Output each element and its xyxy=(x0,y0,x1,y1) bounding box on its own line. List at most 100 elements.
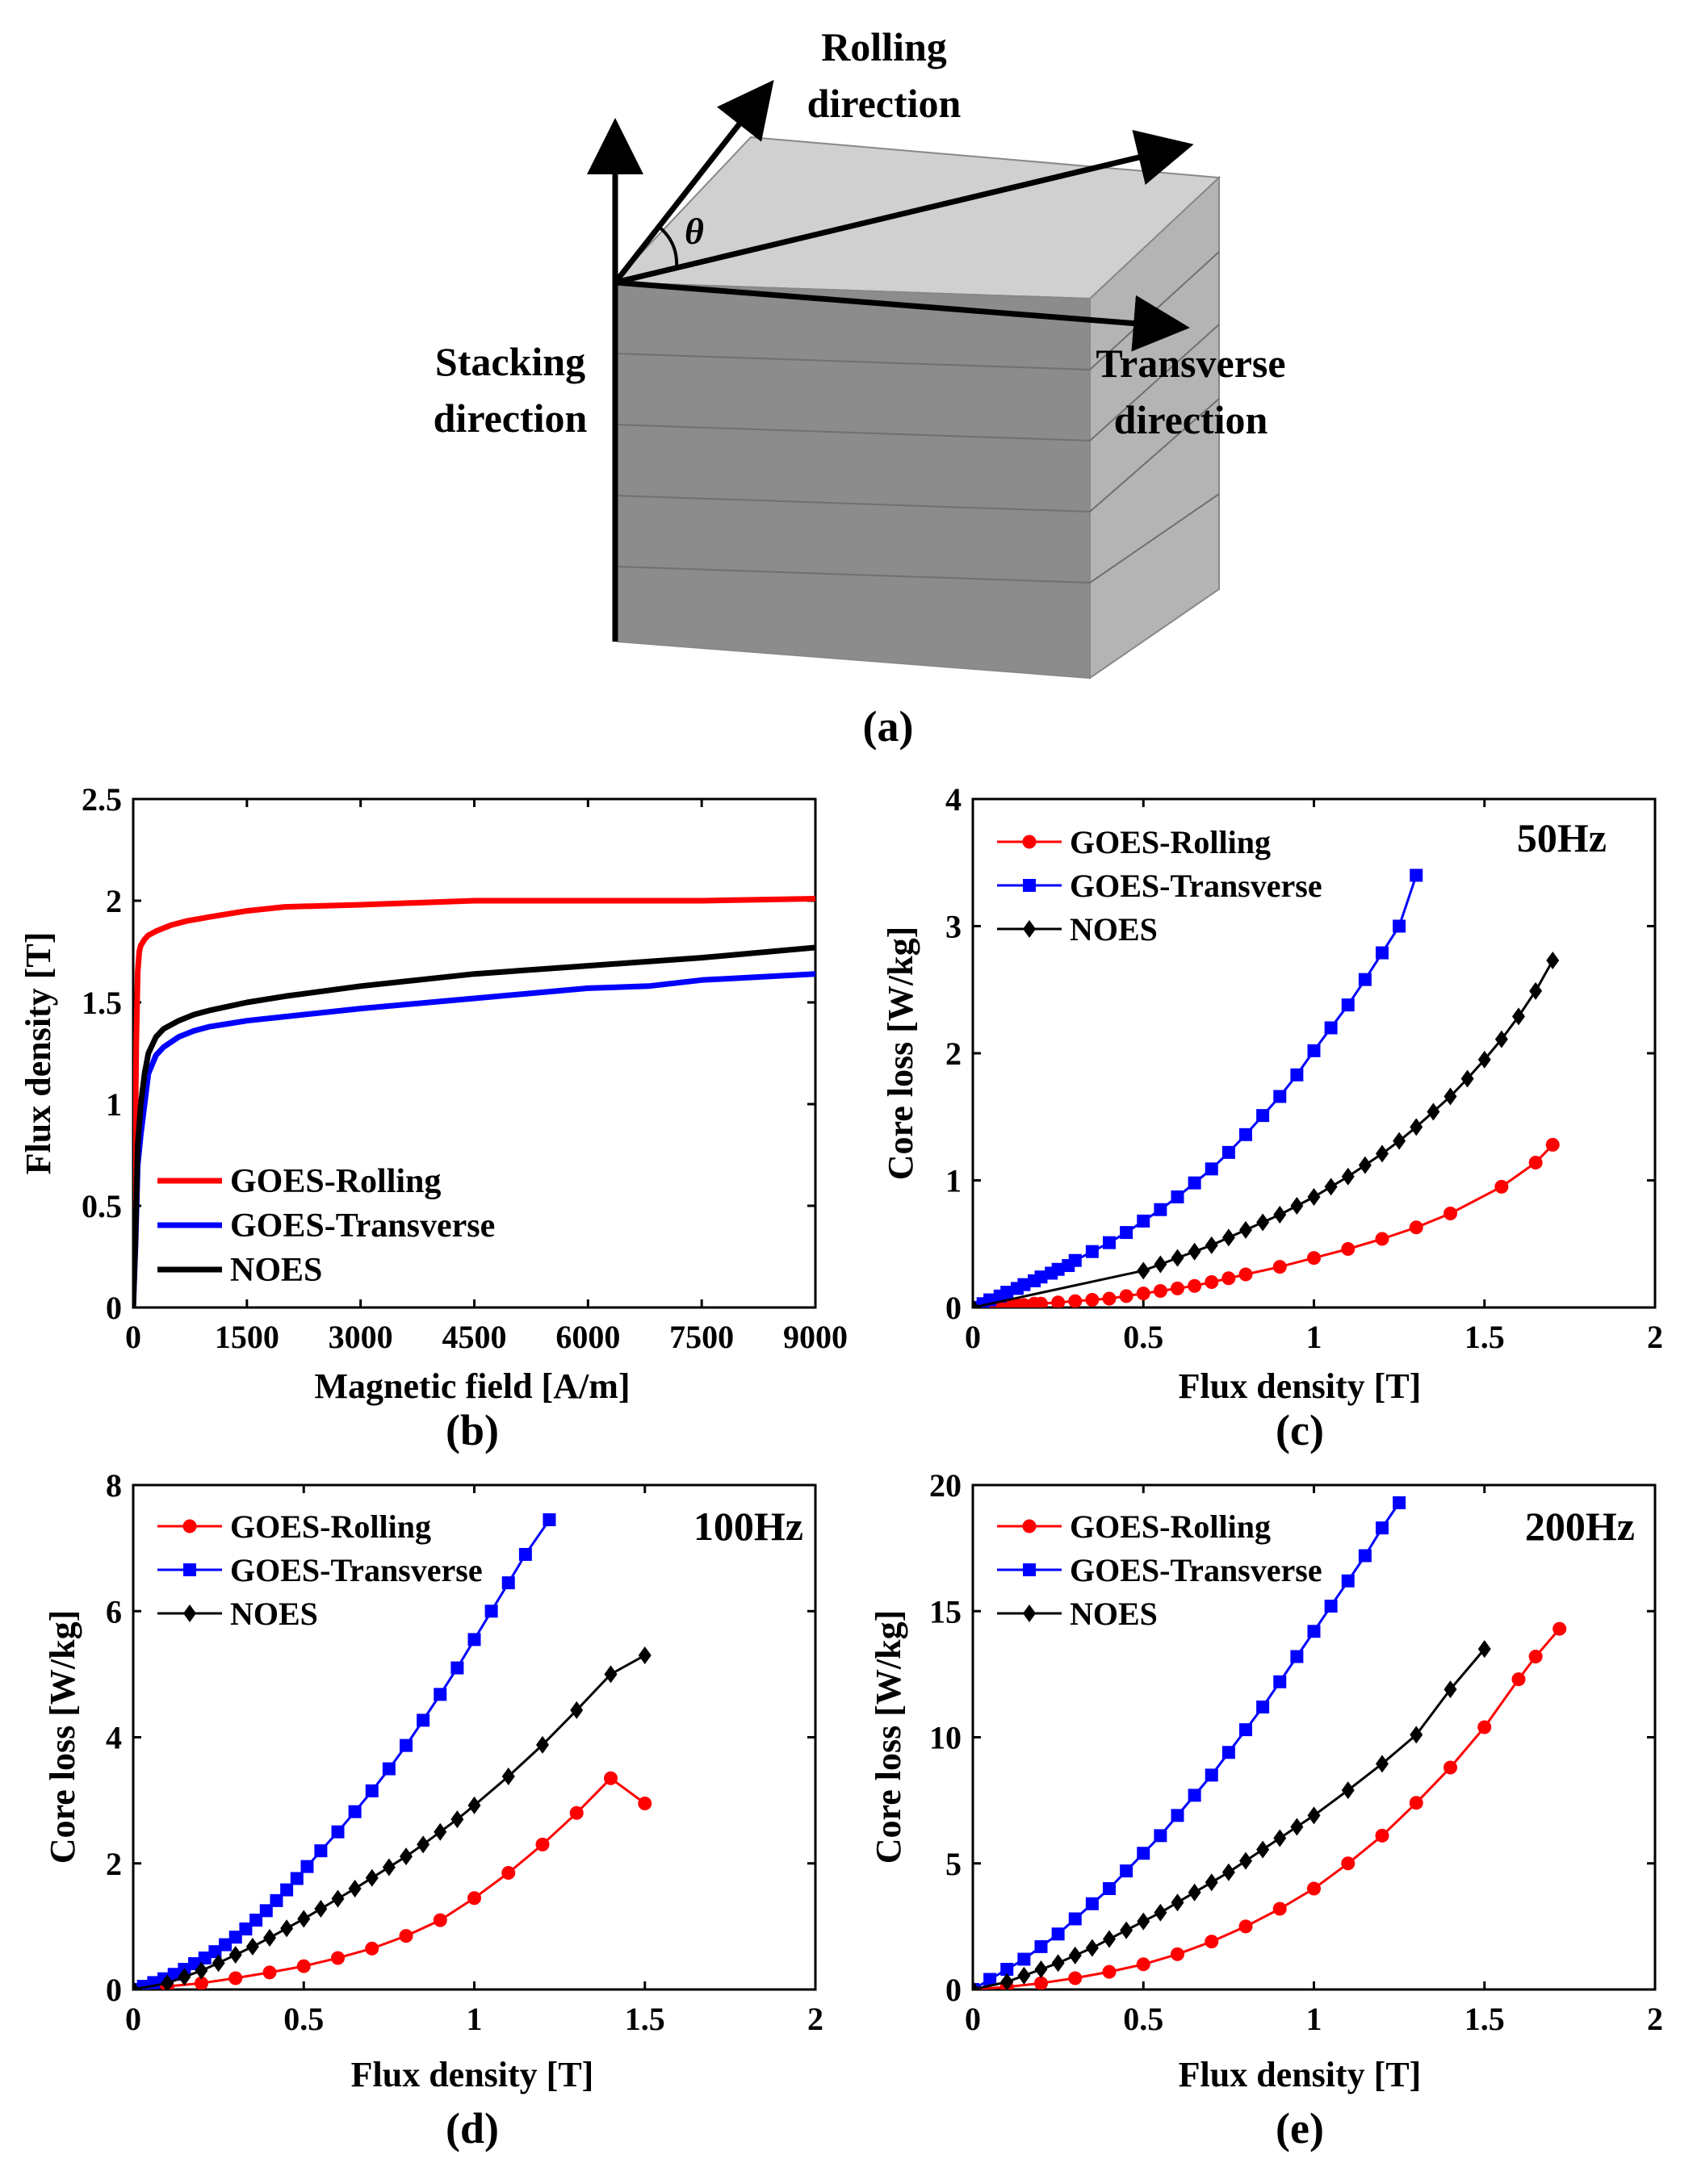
data-point-noes xyxy=(1307,1806,1321,1825)
frequency-annotation: 200Hz xyxy=(1525,1504,1635,1549)
data-point-noes xyxy=(434,1822,447,1841)
data-point-noes xyxy=(1017,1966,1031,1985)
data-point-goes-rolling xyxy=(433,1913,447,1927)
x-tick-label: 0 xyxy=(965,2001,981,2037)
x-tick-label: 1500 xyxy=(215,1319,279,1355)
data-point-goes-rolling xyxy=(1272,1902,1287,1916)
data-point-noes xyxy=(1376,1755,1389,1773)
data-point-goes-transverse xyxy=(290,1872,304,1885)
x-tick-label: 4500 xyxy=(442,1319,507,1355)
data-point-goes-transverse xyxy=(1239,1128,1252,1141)
legend-marker-goes-transverse xyxy=(1023,1563,1036,1576)
data-point-goes-rolling xyxy=(1528,1650,1543,1663)
data-point-goes-transverse xyxy=(1034,1939,1048,1953)
transverse-label-2: direction xyxy=(1114,397,1268,442)
legend-label-goes-transverse: GOES-Transverse xyxy=(230,1552,483,1588)
data-point-noes xyxy=(133,1981,140,1989)
legend-label-goes-rolling: GOES-Rolling xyxy=(1070,824,1271,860)
data-point-goes-transverse xyxy=(198,1951,212,1964)
data-point-noes xyxy=(161,1974,174,1989)
block-front-face xyxy=(612,281,1091,680)
x-axis-label: Flux density [T] xyxy=(351,2055,594,2094)
rolling-label-1: Rolling xyxy=(821,24,947,69)
data-point-goes-rolling xyxy=(1171,1947,1184,1961)
legend-label-noes: NOES xyxy=(1070,911,1158,948)
caption-c: (c) xyxy=(1276,1406,1324,1454)
data-point-goes-rolling xyxy=(1188,1278,1202,1293)
data-point-goes-rolling xyxy=(228,1971,243,1985)
data-point-noes xyxy=(1239,1851,1252,1870)
series-goes-rolling xyxy=(973,1621,1567,1989)
legend-label-goes-rolling: GOES-Rolling xyxy=(230,1163,441,1200)
data-point-goes-rolling xyxy=(1528,1155,1543,1169)
data-point-goes-transverse xyxy=(1017,1278,1031,1291)
data-point-noes xyxy=(1341,1167,1355,1186)
y-tick-label: 4 xyxy=(106,1720,122,1756)
data-point-goes-transverse xyxy=(365,1784,379,1797)
x-axis-label: Magnetic field [A/m] xyxy=(315,1366,631,1406)
legend-marker-goes-rolling xyxy=(1022,1519,1037,1533)
data-point-noes xyxy=(1273,1206,1287,1224)
series-line-goes-rolling xyxy=(133,1776,646,1989)
data-point-goes-transverse xyxy=(228,1931,242,1944)
legend-label-noes: NOES xyxy=(230,1252,322,1289)
data-point-goes-transverse xyxy=(1410,868,1423,882)
data-point-noes xyxy=(1051,1954,1065,1973)
data-point-noes xyxy=(1154,1903,1167,1922)
data-point-goes-rolling xyxy=(1136,1957,1150,1972)
data-point-noes xyxy=(1273,1829,1287,1847)
data-point-goes-transverse xyxy=(1307,1044,1321,1057)
data-point-goes-transverse xyxy=(1103,1236,1116,1249)
data-point-goes-transverse xyxy=(1154,1203,1167,1216)
rolling-axis-arrow xyxy=(613,79,774,285)
chart-e-core-loss-200hz: 0 0.5 1 1.5 205101520GOES-RollingGOES-Transv… xyxy=(869,1467,1663,2153)
data-point-noes xyxy=(245,1937,259,1956)
stacking-label-1: Stacking xyxy=(435,339,585,384)
data-point-goes-transverse xyxy=(1188,1176,1201,1190)
series-noes xyxy=(973,1640,1491,1989)
data-point-goes-transverse xyxy=(1103,1882,1116,1895)
data-point-goes-transverse xyxy=(434,1688,447,1701)
data-point-goes-rolling xyxy=(1102,1291,1117,1306)
y-tick-label: 2 xyxy=(106,1846,122,1882)
legend-label-noes: NOES xyxy=(230,1596,318,1632)
data-point-goes-transverse xyxy=(1273,1090,1287,1103)
data-point-noes xyxy=(450,1810,464,1829)
y-tick-label: 1 xyxy=(945,1163,962,1199)
plot-area xyxy=(132,1483,817,1991)
x-tick-label: 9000 xyxy=(783,1319,848,1355)
y-tick-label: 1.5 xyxy=(82,985,122,1021)
data-point-noes xyxy=(417,1835,430,1854)
data-point-noes xyxy=(1341,1781,1355,1800)
data-point-goes-transverse xyxy=(1051,1262,1065,1276)
data-point-goes-rolling xyxy=(1443,1760,1457,1775)
data-point-goes-transverse xyxy=(1120,1226,1133,1240)
theta-direction-arrow xyxy=(614,129,1194,286)
data-point-goes-rolling xyxy=(1409,1220,1423,1235)
caption-d: (d) xyxy=(446,2104,499,2153)
data-point-goes-transverse xyxy=(1137,1847,1150,1860)
x-tick-label: 2 xyxy=(1647,2001,1663,2037)
series-goes-rolling xyxy=(133,896,815,1307)
legend-marker-goes-transverse xyxy=(1023,879,1036,892)
data-point-noes xyxy=(1546,952,1560,970)
theta-arc xyxy=(656,224,679,269)
data-point-noes xyxy=(1358,1156,1372,1174)
data-point-goes-rolling xyxy=(1153,1284,1167,1299)
data-point-goes-transverse xyxy=(1307,1625,1321,1638)
data-point-goes-transverse xyxy=(1085,1897,1099,1910)
data-point-noes xyxy=(212,1954,225,1973)
data-point-goes-transverse xyxy=(1137,1214,1150,1228)
data-point-goes-transverse xyxy=(1171,1190,1184,1203)
y-tick-label: 20 xyxy=(929,1467,962,1504)
y-tick-label: 4 xyxy=(945,781,962,818)
data-point-noes xyxy=(973,1299,979,1307)
data-point-noes xyxy=(1137,1261,1150,1280)
data-point-goes-transverse xyxy=(417,1713,430,1727)
data-point-goes-rolling xyxy=(399,1929,413,1943)
data-point-goes-rolling xyxy=(467,1891,481,1906)
data-point-noes xyxy=(467,1796,481,1814)
data-point-goes-rolling xyxy=(1477,1720,1492,1734)
data-point-noes xyxy=(331,1889,345,1908)
